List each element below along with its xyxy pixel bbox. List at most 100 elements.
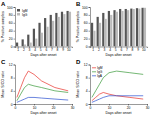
tick: 40 — [9, 29, 15, 33]
x-axis: 0102030 — [15, 104, 75, 110]
tick: 2 — [23, 47, 25, 53]
tick: 20 — [9, 37, 15, 41]
x-axis-title: Days after onset — [105, 53, 131, 57]
bar — [127, 10, 129, 46]
tick: 8 — [57, 47, 59, 53]
bar — [50, 15, 52, 47]
axis-line — [91, 105, 148, 106]
tick-label: 0 — [86, 45, 88, 49]
bar — [38, 23, 40, 47]
tick: 9 — [62, 47, 64, 53]
tick: 8 — [86, 76, 90, 80]
tick-label: 100 — [82, 6, 88, 10]
bar — [116, 12, 118, 47]
tick-label: 10 — [108, 106, 112, 110]
tick-label: 0 — [15, 106, 17, 110]
bar — [69, 12, 71, 47]
legend-item: IgA — [92, 74, 103, 78]
tick-label: 9 — [62, 48, 64, 52]
tick-label: 6 — [120, 48, 122, 52]
tick: 7 — [51, 47, 53, 53]
bar — [113, 10, 115, 46]
tick-label: 5 — [40, 48, 42, 52]
tick: 0 — [90, 104, 92, 110]
bar — [99, 23, 101, 47]
panel: 048120102030IgMIgGIgADMean S/CO ratioDay… — [76, 59, 149, 115]
axis-line — [14, 65, 16, 105]
legend: IgMIgG — [17, 9, 28, 17]
tick: 6 — [120, 47, 122, 53]
tick-label: 0 — [86, 103, 88, 107]
tick-mark — [14, 15, 16, 16]
tick-label: 2 — [98, 48, 100, 52]
tick: 40 — [84, 29, 90, 33]
bar — [22, 39, 24, 46]
tick: 100 — [7, 6, 15, 10]
tick-label: 3 — [104, 48, 106, 52]
bar — [52, 21, 54, 47]
bar — [144, 8, 146, 47]
y-axis-title: Mean S/CO ratio — [1, 71, 5, 98]
y-axis-title: % Positive samples — [76, 11, 80, 42]
tick: 6 — [45, 47, 47, 53]
bar — [97, 17, 99, 47]
bar — [102, 13, 104, 47]
legend-swatch — [92, 75, 96, 76]
line — [92, 96, 143, 103]
axis-line — [89, 65, 91, 105]
panel: 02040608010012345678910B% Positive sampl… — [76, 1, 148, 57]
x-axis: 12345678910 — [16, 47, 73, 53]
tick-mark — [14, 91, 16, 92]
axis-line — [14, 8, 16, 48]
tick-label: 10 — [33, 106, 37, 110]
bar — [16, 43, 18, 47]
tick: 5 — [40, 47, 42, 53]
tick: 0 — [11, 45, 15, 49]
line — [17, 71, 68, 97]
y-axis: 04812 — [9, 63, 16, 107]
tick-mark — [89, 91, 91, 92]
marks — [17, 71, 68, 102]
tick-mark — [89, 31, 91, 32]
bar — [61, 12, 63, 47]
legend-swatch — [92, 71, 96, 72]
x-axis: 12345678910 — [91, 47, 148, 53]
tick-label: 0 — [11, 45, 13, 49]
tick-label: 7 — [126, 48, 128, 52]
tick-label: 12 — [9, 63, 13, 67]
tick: 0 — [15, 104, 17, 110]
panel-title: A — [1, 1, 6, 7]
plot: 048120102030IgMIgGIgA — [84, 63, 150, 110]
y-axis-title: % Positive samples — [1, 11, 5, 42]
tick-label: 3 — [29, 48, 31, 52]
y-axis: 04812 — [84, 63, 91, 107]
bar — [46, 27, 48, 47]
tick-label: 10 — [142, 48, 146, 52]
tick-label: 40 — [84, 29, 88, 33]
tick: 20 — [84, 37, 90, 41]
tick-label: 30 — [146, 106, 150, 110]
x-axis-title: Days after onset — [105, 111, 131, 115]
bar — [55, 13, 57, 47]
tick: 8 — [132, 47, 134, 53]
legend-item: IgG — [17, 13, 28, 17]
tick-mark — [89, 23, 91, 24]
legend: IgMIgGIgA — [92, 66, 103, 78]
tick-label: 1 — [92, 48, 94, 52]
bar — [41, 33, 43, 47]
tick-mark — [89, 47, 91, 48]
tick-label: 0 — [90, 106, 92, 110]
tick-label: 80 — [9, 13, 13, 17]
tick: 30 — [146, 104, 150, 110]
bar — [133, 9, 135, 47]
tick-mark — [14, 47, 16, 48]
tick: 8 — [11, 76, 15, 80]
tick: 1 — [17, 47, 19, 53]
tick-mark — [14, 7, 16, 8]
tick: 4 — [34, 47, 36, 53]
bar — [110, 15, 112, 47]
tick: 3 — [104, 47, 106, 53]
tick-mark — [89, 39, 91, 40]
tick: 10 — [67, 47, 71, 53]
legend-label: IgA — [97, 74, 103, 78]
